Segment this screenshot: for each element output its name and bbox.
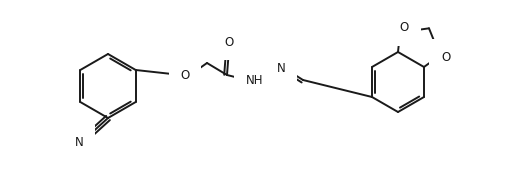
Text: O: O [441,51,451,64]
Text: O: O [224,35,234,49]
Text: O: O [180,68,190,82]
Text: N: N [74,137,83,149]
Text: NH: NH [246,73,264,87]
Text: N: N [277,62,286,74]
Text: O: O [399,21,409,34]
